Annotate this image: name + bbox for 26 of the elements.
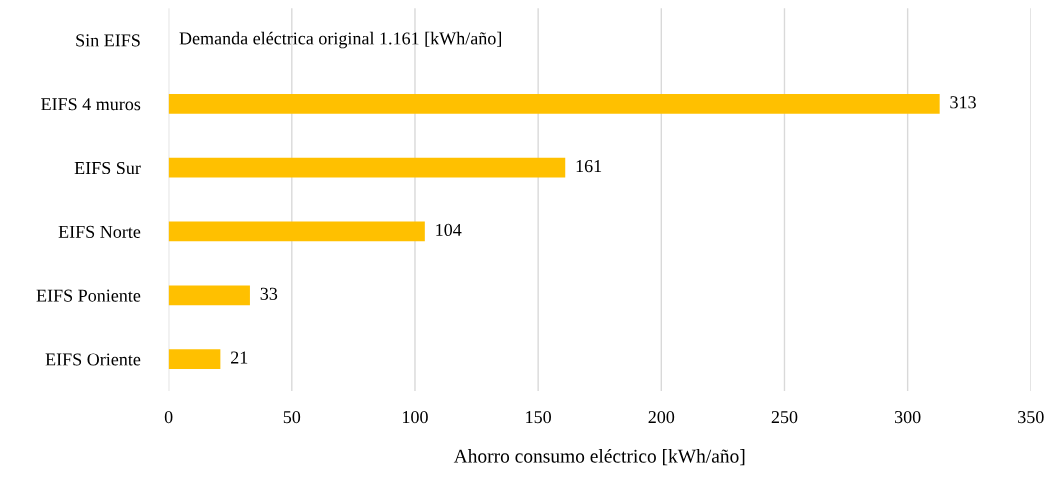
y-tick-label: EIFS Oriente bbox=[45, 353, 141, 366]
x-tick-label: 100 bbox=[403, 410, 428, 424]
x-tick-label: 300 bbox=[894, 410, 921, 424]
x-tick-label: 350 bbox=[1018, 410, 1044, 424]
y-tick-label: EIFS Norte bbox=[58, 225, 141, 238]
x-tick-label: 50 bbox=[283, 410, 301, 424]
x-tick-label: 250 bbox=[771, 410, 798, 424]
y-tick-label: EIFS Poniente bbox=[36, 289, 141, 302]
x-tick-label: 150 bbox=[526, 410, 551, 424]
annotation: Demanda eléctrica original 1.161 [kWh/año] bbox=[179, 31, 502, 49]
y-tick-label: EIFS 4 muros bbox=[41, 98, 141, 111]
x-tick-label: 0 bbox=[164, 410, 173, 424]
y-tick-label: EIFS Sur bbox=[74, 161, 141, 175]
y-tick-label: Sin EIFS bbox=[76, 34, 140, 47]
bar bbox=[168, 93, 940, 114]
bar bbox=[168, 349, 221, 369]
data-label: 21 bbox=[231, 351, 248, 364]
data-label: 161 bbox=[576, 160, 602, 173]
x-axis-title: Ahorro consumo eléctrico [kWh/año] bbox=[453, 449, 745, 466]
x-tick-label: 200 bbox=[648, 410, 675, 424]
bar bbox=[168, 221, 425, 242]
data-label: 104 bbox=[436, 223, 462, 236]
data-label: 33 bbox=[260, 287, 278, 300]
bar bbox=[168, 157, 566, 178]
data-label: 313 bbox=[950, 96, 976, 109]
bar bbox=[168, 285, 250, 306]
